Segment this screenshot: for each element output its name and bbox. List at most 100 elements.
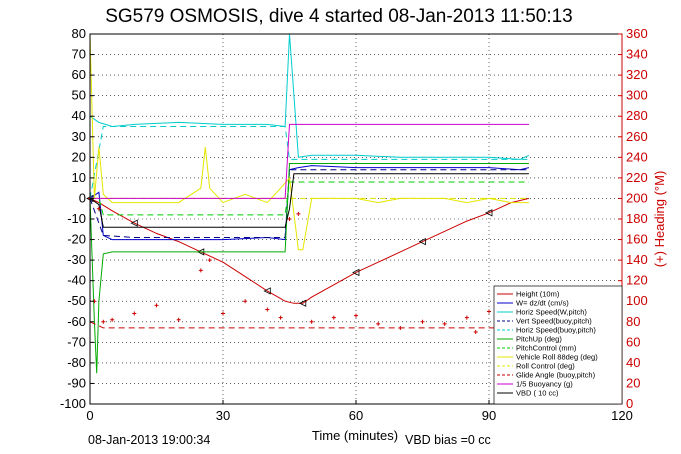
heading-point bbox=[354, 313, 358, 318]
left-tick-label: 60 bbox=[72, 67, 86, 82]
left-tick-label: -10 bbox=[67, 211, 86, 226]
height-point bbox=[263, 287, 271, 295]
heading-point bbox=[221, 311, 225, 316]
heading-point bbox=[287, 217, 292, 221]
left-tick-label: 20 bbox=[72, 149, 86, 164]
legend-label: PitchControl (mm) bbox=[516, 344, 577, 353]
legend-box bbox=[493, 285, 623, 405]
x-tick-label: 30 bbox=[216, 408, 230, 423]
series-line bbox=[90, 123, 529, 199]
left-tick-label: -40 bbox=[67, 273, 86, 288]
right-tick-label: 180 bbox=[626, 211, 648, 226]
legend-label: Vehicle Roll 88deg (deg) bbox=[516, 353, 598, 362]
right-tick-label: 340 bbox=[626, 47, 648, 62]
right-tick-label: 0 bbox=[626, 396, 633, 411]
right-axis-label: (+) Heading (°M) bbox=[652, 171, 667, 268]
left-tick-label: -80 bbox=[67, 355, 86, 370]
legend-label: Glide Angle (buoy,pitch) bbox=[516, 371, 596, 380]
legend-label: PitchUp (deg) bbox=[516, 335, 562, 344]
left-tick-label: 70 bbox=[72, 47, 86, 62]
heading-point bbox=[176, 317, 181, 322]
legend-label: VBD ( 10 cc) bbox=[516, 389, 559, 398]
height-point bbox=[418, 237, 426, 246]
right-tick-label: 140 bbox=[626, 252, 648, 267]
series-7 bbox=[89, 33, 529, 251]
heading-point bbox=[154, 303, 159, 308]
left-tick-label: 30 bbox=[72, 129, 86, 144]
x-tick-label: 120 bbox=[611, 408, 633, 423]
height-point bbox=[352, 268, 360, 277]
heading-point bbox=[309, 319, 314, 324]
right-tick-label: 60 bbox=[626, 334, 640, 349]
x-tick-label: 60 bbox=[349, 408, 363, 423]
heading-point bbox=[376, 321, 381, 326]
height-point bbox=[485, 209, 493, 217]
left-tick-label: 10 bbox=[72, 170, 86, 185]
right-axis: 3603403203002802602402202001801601401201… bbox=[618, 26, 648, 411]
heading-point bbox=[442, 321, 447, 326]
right-tick-label: 80 bbox=[626, 314, 640, 329]
series-4 bbox=[89, 126, 529, 199]
right-tick-label: 220 bbox=[626, 170, 648, 185]
heading-point bbox=[278, 315, 283, 320]
heading-point bbox=[464, 315, 469, 320]
x-tick-label: 90 bbox=[482, 408, 496, 423]
heading-point bbox=[96, 206, 101, 211]
right-tick-label: 300 bbox=[626, 88, 648, 103]
series-line bbox=[89, 321, 529, 329]
left-tick-label: -30 bbox=[67, 252, 86, 267]
right-tick-label: 280 bbox=[626, 108, 648, 123]
heading-point bbox=[331, 315, 336, 320]
right-tick-label: 20 bbox=[626, 375, 640, 390]
legend-label: Height (10m) bbox=[516, 290, 560, 299]
heading-point bbox=[420, 319, 425, 324]
right-tick-label: 260 bbox=[626, 129, 648, 144]
right-tick-label: 100 bbox=[626, 293, 648, 308]
footer-timestamp: 08-Jan-2013 19:00:34 bbox=[88, 433, 210, 447]
left-tick-label: 80 bbox=[72, 26, 86, 41]
heading-point bbox=[473, 330, 478, 335]
heading-point bbox=[296, 211, 301, 216]
series-3 bbox=[89, 169, 529, 238]
heading-point bbox=[198, 268, 203, 273]
left-tick-label: -60 bbox=[67, 314, 86, 329]
right-tick-label: 120 bbox=[626, 273, 648, 288]
series-line bbox=[89, 163, 529, 374]
x-axis-label: Time (minutes) bbox=[312, 428, 398, 443]
left-tick-label: -70 bbox=[67, 334, 86, 349]
right-tick-label: 200 bbox=[626, 190, 648, 205]
series-11 bbox=[89, 173, 529, 228]
heading-point bbox=[101, 319, 106, 324]
legend-label: Vert Speed(buoy,pitch) bbox=[516, 317, 592, 326]
legend-label: W= dz/dt (cm/s) bbox=[516, 299, 569, 308]
heading-point bbox=[207, 258, 212, 263]
footer-vbd-bias: VBD bias =0 cc bbox=[405, 433, 491, 447]
series-line bbox=[89, 33, 529, 251]
series-10 bbox=[90, 123, 529, 199]
height-point bbox=[130, 219, 138, 227]
x-tick-label: 0 bbox=[86, 408, 93, 423]
height-point bbox=[298, 299, 307, 307]
right-tick-label: 40 bbox=[626, 355, 640, 370]
series-6 bbox=[90, 181, 529, 216]
series-line bbox=[90, 181, 529, 216]
heading-point bbox=[265, 307, 270, 312]
left-tick-label: -50 bbox=[67, 293, 86, 308]
left-tick-label: -100 bbox=[60, 396, 86, 411]
legend-label: Roll Control (deg) bbox=[516, 362, 575, 371]
left-axis: 80 70 60 50 40 30 20 10 0 -10 -20 -30 -40 -50 -60 -70 -8… bbox=[60, 26, 94, 411]
series-line bbox=[89, 173, 529, 228]
right-tick-label: 320 bbox=[626, 67, 648, 82]
left-tick-label: 50 bbox=[72, 88, 86, 103]
heading-point bbox=[132, 311, 137, 316]
series-9 bbox=[89, 321, 529, 329]
left-tick-label: -20 bbox=[67, 232, 86, 247]
legend-label: 1/5 Buoyancy (g) bbox=[516, 380, 573, 389]
heading-point bbox=[110, 317, 115, 322]
series-line bbox=[89, 197, 530, 304]
left-tick-label: -90 bbox=[67, 375, 86, 390]
right-tick-label: 240 bbox=[626, 149, 648, 164]
series-line bbox=[89, 126, 529, 199]
heading-point bbox=[398, 325, 403, 330]
